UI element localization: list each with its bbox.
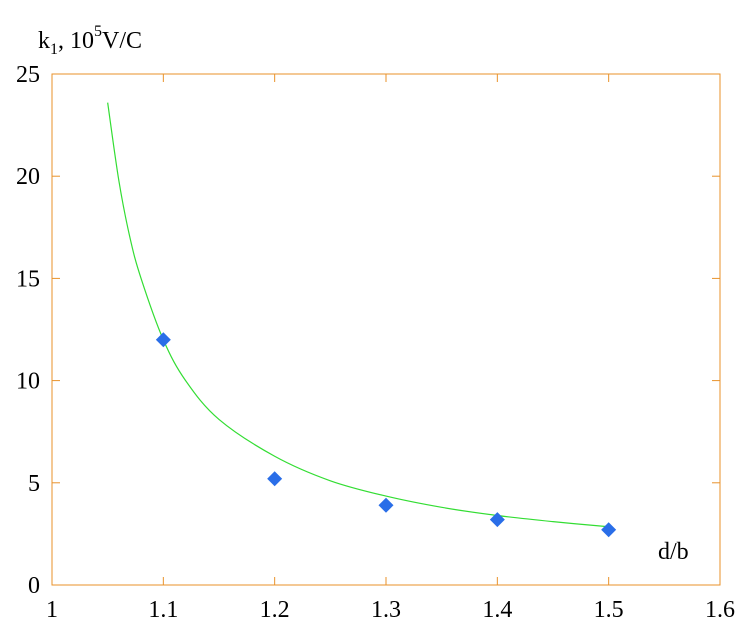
tick-marks [51,73,721,586]
data-point [267,471,283,487]
data-point [378,497,394,513]
x-tick-label: 1.6 [705,597,735,623]
x-tick-label: 1.5 [594,597,624,623]
y-tick-label: 20 [16,164,40,190]
data-point [601,522,617,538]
x-tick-label: 1 [46,597,58,623]
x-axis-label: d/b [658,539,689,565]
data-points [155,332,617,538]
fit-curve [107,102,609,528]
y-tick-label: 5 [28,471,40,497]
x-tick-label: 1.3 [371,597,401,623]
x-tick-labels: 1 1.1 1.2 1.3 1.4 1.5 1.6 [46,597,735,623]
x-tick-label: 1.4 [482,597,512,623]
y-tick-label: 10 [16,369,40,395]
x-tick-label: 1.1 [148,597,178,623]
y-tick-label: 0 [28,573,40,599]
y-tick-label: 25 [16,62,40,88]
y-tick-labels: 0 5 10 15 20 25 [16,62,40,599]
data-point [155,332,171,348]
data-point [489,512,505,528]
x-tick-label: 1.2 [260,597,290,623]
y-axis-label: k1, 105V/C [38,23,142,58]
y-tick-label: 15 [16,266,40,292]
